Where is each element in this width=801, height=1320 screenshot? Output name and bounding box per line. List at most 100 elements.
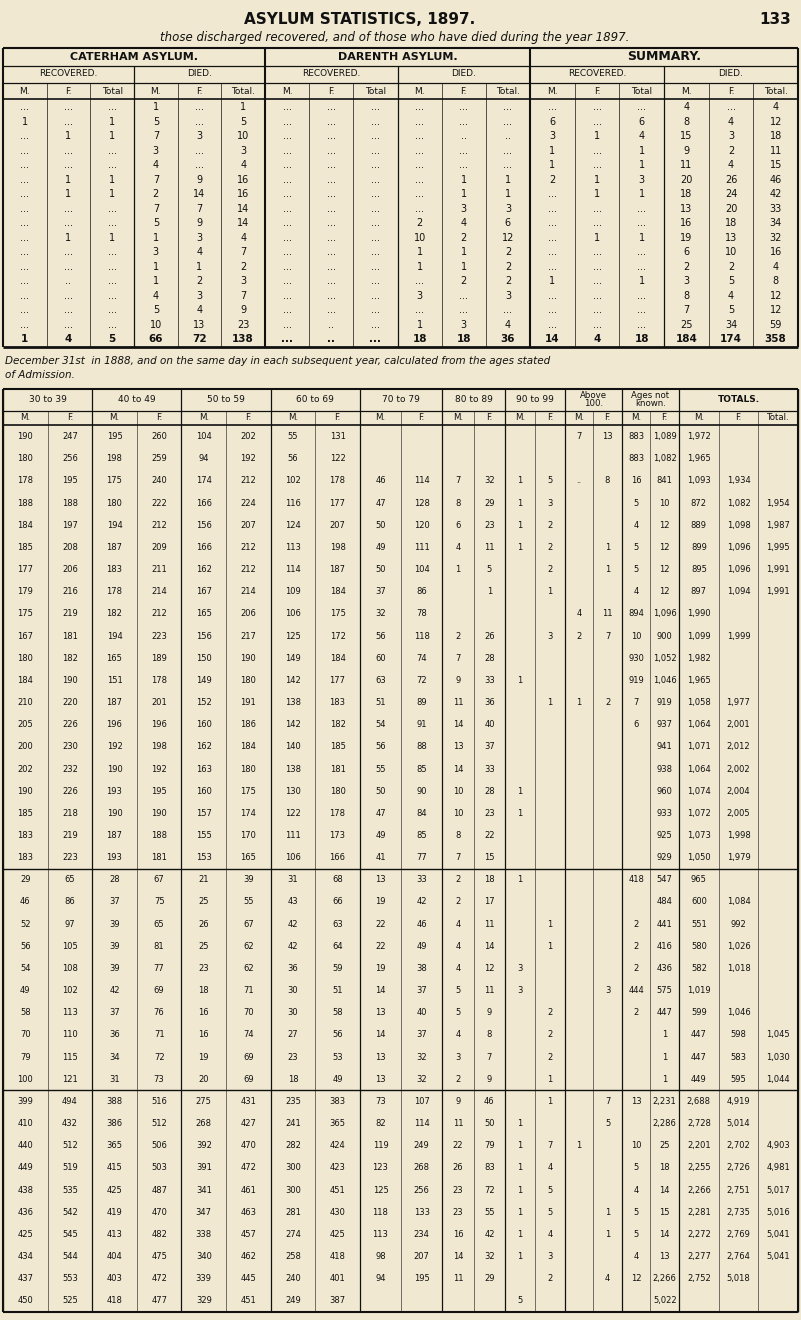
Text: 7: 7 <box>455 477 461 486</box>
Text: 600: 600 <box>691 898 706 907</box>
Text: 5: 5 <box>153 218 159 228</box>
Text: 2,272: 2,272 <box>687 1230 710 1239</box>
Text: 14: 14 <box>375 1031 386 1039</box>
Text: ...: ... <box>593 160 602 170</box>
Text: ...: ... <box>637 218 646 228</box>
Text: ...: ... <box>593 319 602 330</box>
Text: 1: 1 <box>594 131 600 141</box>
Text: 10: 10 <box>237 131 249 141</box>
Text: 195: 195 <box>107 432 123 441</box>
Text: 1: 1 <box>461 261 467 272</box>
Text: 9: 9 <box>196 174 203 185</box>
Text: 74: 74 <box>243 1031 254 1039</box>
Text: 14: 14 <box>453 764 463 774</box>
Text: 32: 32 <box>484 1253 495 1261</box>
Text: 53: 53 <box>332 1052 343 1061</box>
Text: known.: known. <box>635 399 666 408</box>
Text: ...: ... <box>371 160 380 170</box>
Text: 1: 1 <box>594 174 600 185</box>
Text: 55: 55 <box>288 432 298 441</box>
Text: ...: ... <box>283 290 292 301</box>
Text: 1,093: 1,093 <box>687 477 710 486</box>
Text: 1: 1 <box>638 232 645 243</box>
Text: 1,082: 1,082 <box>727 499 751 508</box>
Text: 431: 431 <box>240 1097 256 1106</box>
Text: DIED.: DIED. <box>718 70 743 78</box>
Text: 180: 180 <box>18 454 34 463</box>
Text: 70 to 79: 70 to 79 <box>382 395 420 404</box>
Text: 5: 5 <box>109 334 116 345</box>
Text: 2: 2 <box>240 261 246 272</box>
Text: 23: 23 <box>453 1208 463 1217</box>
Text: 25: 25 <box>659 1142 670 1150</box>
Text: 65: 65 <box>65 875 75 884</box>
Text: ...: ... <box>371 247 380 257</box>
Text: ...: ... <box>548 247 557 257</box>
Text: ...: ... <box>107 218 117 228</box>
Text: ..: .. <box>505 131 511 141</box>
Text: 178: 178 <box>18 477 34 486</box>
Text: 56: 56 <box>288 454 298 463</box>
Text: 50: 50 <box>484 1119 495 1129</box>
Text: 4: 4 <box>547 1230 553 1239</box>
Text: 3: 3 <box>605 986 610 995</box>
Text: 1: 1 <box>417 319 423 330</box>
Text: 200: 200 <box>18 742 33 751</box>
Text: 10: 10 <box>631 1142 642 1150</box>
Text: 438: 438 <box>18 1185 34 1195</box>
Text: 63: 63 <box>332 920 343 929</box>
Text: 94: 94 <box>199 454 209 463</box>
Text: 49: 49 <box>332 1074 343 1084</box>
Text: ...: ... <box>64 160 73 170</box>
Text: 28: 28 <box>109 875 120 884</box>
Text: 1,094: 1,094 <box>727 587 751 597</box>
Text: 2: 2 <box>634 920 638 929</box>
Text: F.: F. <box>728 87 735 95</box>
Text: 28: 28 <box>484 787 495 796</box>
Text: 12: 12 <box>501 232 514 243</box>
Text: 33: 33 <box>417 875 427 884</box>
Text: 1,030: 1,030 <box>767 1052 790 1061</box>
Text: 899: 899 <box>691 543 706 552</box>
Text: 436: 436 <box>18 1208 34 1217</box>
Text: 142: 142 <box>285 721 301 729</box>
Text: ...: ... <box>20 145 30 156</box>
Text: 8: 8 <box>683 116 690 127</box>
Text: 6: 6 <box>638 116 645 127</box>
Text: 16: 16 <box>237 189 249 199</box>
Text: 2: 2 <box>455 898 461 907</box>
Text: ...: ... <box>371 145 380 156</box>
Text: ...: ... <box>371 232 380 243</box>
Text: 441: 441 <box>657 920 673 929</box>
Text: 186: 186 <box>240 721 256 729</box>
Text: those discharged recovered, and of those who have died during the year 1897.: those discharged recovered, and of those… <box>160 32 630 45</box>
Text: 121: 121 <box>62 1074 78 1084</box>
Text: 1,082: 1,082 <box>653 454 677 463</box>
Text: 26: 26 <box>484 631 495 640</box>
Text: 37: 37 <box>109 898 120 907</box>
Text: ...: ... <box>415 174 424 185</box>
Text: 1: 1 <box>109 131 115 141</box>
Text: 122: 122 <box>285 809 301 818</box>
Text: ...: ... <box>415 189 424 199</box>
Text: 1,026: 1,026 <box>727 941 751 950</box>
Text: 430: 430 <box>330 1208 345 1217</box>
Text: 170: 170 <box>240 832 256 840</box>
Text: 4: 4 <box>634 1185 638 1195</box>
Text: 56: 56 <box>332 1031 343 1039</box>
Text: 46: 46 <box>375 477 386 486</box>
Text: 447: 447 <box>691 1031 706 1039</box>
Text: 4: 4 <box>455 543 461 552</box>
Text: F.: F. <box>546 413 553 422</box>
Text: 1: 1 <box>605 543 610 552</box>
Text: 79: 79 <box>484 1142 495 1150</box>
Text: 66: 66 <box>332 898 343 907</box>
Text: 72: 72 <box>417 676 427 685</box>
Text: 32: 32 <box>484 477 495 486</box>
Text: 3: 3 <box>196 290 203 301</box>
Text: 2,255: 2,255 <box>687 1163 710 1172</box>
Text: 31: 31 <box>109 1074 120 1084</box>
Text: 42: 42 <box>109 986 120 995</box>
Text: 413: 413 <box>107 1230 123 1239</box>
Text: 4: 4 <box>455 1031 461 1039</box>
